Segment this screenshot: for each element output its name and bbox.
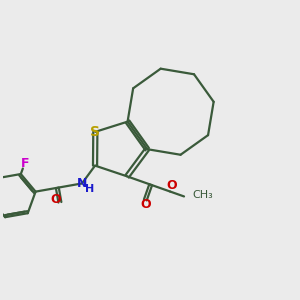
- Text: CH₃: CH₃: [193, 190, 214, 200]
- Text: N: N: [77, 177, 87, 190]
- Text: O: O: [166, 179, 177, 192]
- Text: F: F: [20, 157, 29, 170]
- Text: O: O: [140, 198, 151, 211]
- Text: S: S: [90, 125, 100, 139]
- Text: O: O: [50, 193, 61, 206]
- Text: H: H: [85, 184, 94, 194]
